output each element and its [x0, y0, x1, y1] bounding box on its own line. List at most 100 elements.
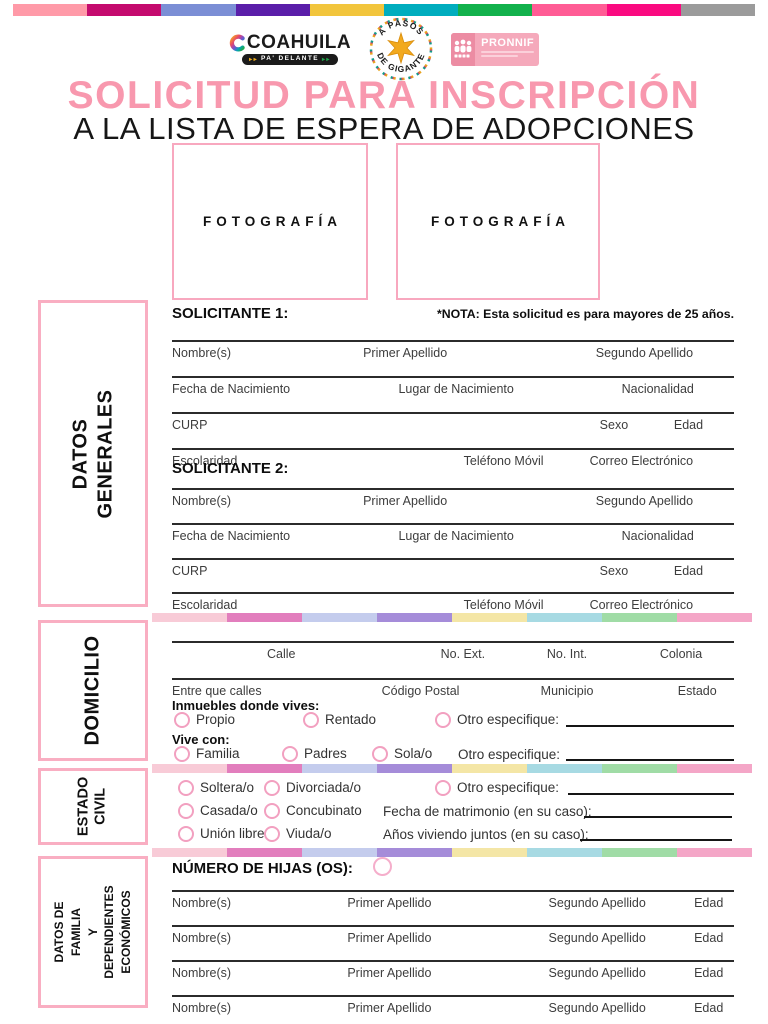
option-label: Soltera/o: [200, 780, 255, 795]
stripe-segment: [677, 848, 752, 857]
pronnif-tagline-line: [481, 54, 519, 57]
stripe-segment: [458, 4, 533, 16]
radio-option-ec-otro[interactable]: Otro especifique:: [435, 779, 559, 796]
radio-circle[interactable]: [264, 779, 280, 796]
field-label: Fecha de Nacimiento: [172, 529, 291, 543]
stripe-segment: [677, 764, 752, 773]
photo-box-1[interactable]: FOTOGRAFÍA: [172, 143, 368, 300]
radio-option-familia[interactable]: Familia: [174, 745, 240, 762]
stripe-segment: [452, 764, 527, 773]
numero-hijas-heading: NÚMERO DE HIJAS (OS):: [172, 860, 353, 877]
field-label: Escolaridad: [172, 454, 238, 468]
stripe-segment: [302, 848, 377, 857]
field-label: Nombre(s): [172, 966, 232, 980]
chevron-decoration: ▸▸: [322, 56, 331, 63]
coahuila-name-text: COAHUILA: [246, 32, 352, 54]
note-rest: Esta solicitud es para mayores de 25 año…: [479, 307, 734, 321]
field-write-line[interactable]: Nombre(s) Primer Apellido Segundo Apellido: [172, 340, 734, 364]
field-label: Nombre(s): [172, 346, 232, 360]
chevron-decoration: ▸▸: [249, 56, 258, 63]
option-label: Viuda/o: [286, 826, 332, 841]
radio-option-divorciada[interactable]: Divorciada/o: [264, 779, 361, 796]
stripe-segment: [377, 848, 452, 857]
radio-option-soltera[interactable]: Soltera/o: [178, 779, 254, 796]
radio-option-concubinato[interactable]: Concubinato: [264, 802, 362, 819]
field-label: Edad: [673, 418, 704, 432]
field-write-line[interactable]: Escolaridad Teléfono Móvil Correo Electrón…: [172, 592, 734, 616]
write-line-vive-otro[interactable]: [566, 759, 734, 761]
field-write-line[interactable]: CURP Sexo Edad: [172, 412, 734, 436]
logo-row: COAHUILA ▸▸ PA' DELANTE ▸▸ A PASOS: [0, 16, 768, 82]
radio-circle[interactable]: [174, 711, 190, 728]
field-label: Teléfono Móvil: [463, 454, 544, 468]
radio-option-union-libre[interactable]: Unión libre: [178, 825, 265, 842]
option-label: Concubinato: [286, 803, 362, 818]
pronnif-tagline-line: [481, 50, 535, 53]
radio-circle[interactable]: [178, 825, 194, 842]
radio-circle[interactable]: [435, 779, 451, 796]
coahuila-wordmark: COAHUILA: [229, 33, 351, 52]
radio-circle[interactable]: [178, 779, 194, 796]
field-label: Primer Apellido: [363, 346, 448, 360]
stripe-segment: [227, 848, 302, 857]
write-line-anios-juntos[interactable]: [580, 839, 732, 841]
section-divider-stripe: [152, 764, 752, 773]
field-write-line[interactable]: Nombre(s) Primer Apellido Segundo Apellido…: [172, 995, 734, 1019]
radio-option-viuda[interactable]: Viuda/o: [264, 825, 332, 842]
numero-hijas-write-circle[interactable]: [373, 857, 392, 876]
field-label: Correo Electrónico: [589, 598, 694, 612]
stripe-segment: [602, 848, 677, 857]
radio-circle[interactable]: [264, 825, 280, 842]
field-label: Teléfono Móvil: [463, 598, 544, 612]
field-label: Estado: [677, 684, 717, 698]
photo-box-2[interactable]: FOTOGRAFÍA: [396, 143, 600, 300]
field-write-line[interactable]: Fecha de Nacimiento Lugar de Nacimiento Na…: [172, 523, 734, 547]
stripe-segment: [235, 4, 310, 16]
stripe-segment: [152, 848, 227, 857]
radio-circle[interactable]: [264, 802, 280, 819]
write-line-fecha-matrimonio[interactable]: [584, 816, 732, 818]
anios-juntos-label: Años viviendo juntos (en su caso):: [383, 827, 589, 842]
stripe-segment: [602, 764, 677, 773]
field-label: No. Int.: [546, 647, 588, 661]
field-write-line[interactable]: Calle No. Ext. No. Int. Colonia: [172, 641, 734, 665]
field-label: Escolaridad: [172, 598, 238, 612]
field-write-line[interactable]: Fecha de Nacimiento Lugar de Nacimiento Na…: [172, 376, 734, 400]
solicitante2-heading: SOLICITANTE 2:: [172, 460, 289, 477]
field-write-line[interactable]: Escolaridad Teléfono Móvil Correo Electrón…: [172, 448, 734, 472]
field-write-line[interactable]: Nombre(s) Primer Apellido Segundo Apellido…: [172, 960, 734, 984]
sidebar-section-estado-civil: ESTADO CIVIL: [38, 768, 148, 845]
field-write-line[interactable]: Entre que calles Código Postal Municipio Es…: [172, 678, 734, 702]
radio-option-casada[interactable]: Casada/o: [178, 802, 258, 819]
field-label: Correo Electrónico: [589, 454, 694, 468]
radio-option-rentado[interactable]: Rentado: [303, 711, 376, 728]
stripe-segment: [227, 613, 302, 622]
option-label: Sola/o: [394, 746, 433, 761]
write-line-inmueble-otro[interactable]: [566, 725, 734, 727]
radio-circle[interactable]: [282, 745, 298, 762]
field-write-line[interactable]: Nombre(s) Primer Apellido Segundo Apellido: [172, 488, 734, 512]
field-write-line[interactable]: Nombre(s) Primer Apellido Segundo Apellido…: [172, 925, 734, 949]
radio-option-inmueble-otro[interactable]: Otro especifique:: [435, 711, 559, 728]
option-label: Rentado: [325, 712, 377, 727]
radio-circle[interactable]: [435, 711, 451, 728]
radio-circle[interactable]: [303, 711, 319, 728]
radio-circle[interactable]: [372, 745, 388, 762]
radio-circle[interactable]: [174, 745, 190, 762]
radio-option-padres[interactable]: Padres: [282, 745, 347, 762]
option-label: Casada/o: [200, 803, 258, 818]
option-label: Unión libre: [200, 826, 265, 841]
field-label: Edad: [694, 931, 724, 945]
radio-option-propio[interactable]: Propio: [174, 711, 235, 728]
stripe-segment: [677, 613, 752, 622]
stripe-segment: [377, 764, 452, 773]
radio-circle[interactable]: [178, 802, 194, 819]
stripe-segment: [302, 764, 377, 773]
stripe-segment: [527, 764, 602, 773]
write-line-ec-otro[interactable]: [568, 793, 734, 795]
field-write-line[interactable]: CURP Sexo Edad: [172, 558, 734, 582]
option-label: Otro especifique:: [457, 712, 560, 727]
radio-option-sola[interactable]: Sola/o: [372, 745, 432, 762]
field-write-line[interactable]: Nombre(s) Primer Apellido Segundo Apellido…: [172, 890, 734, 914]
